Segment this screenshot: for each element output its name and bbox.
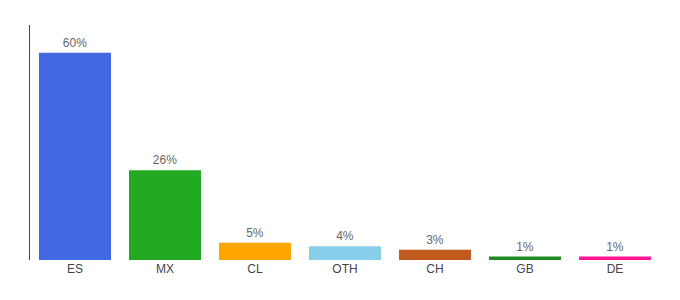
svg-text:OTH: OTH — [332, 262, 357, 276]
svg-text:ES: ES — [67, 262, 83, 276]
svg-text:5%: 5% — [246, 226, 264, 240]
svg-text:DE: DE — [607, 262, 624, 276]
svg-text:1%: 1% — [606, 240, 624, 254]
svg-text:4%: 4% — [336, 229, 354, 243]
svg-text:CH: CH — [426, 262, 443, 276]
svg-text:CL: CL — [247, 262, 263, 276]
svg-text:26%: 26% — [153, 153, 177, 167]
svg-text:MX: MX — [156, 262, 174, 276]
svg-text:1%: 1% — [516, 240, 534, 254]
svg-text:GB: GB — [516, 262, 533, 276]
svg-text:3%: 3% — [426, 233, 444, 247]
svg-text:60%: 60% — [63, 36, 87, 50]
